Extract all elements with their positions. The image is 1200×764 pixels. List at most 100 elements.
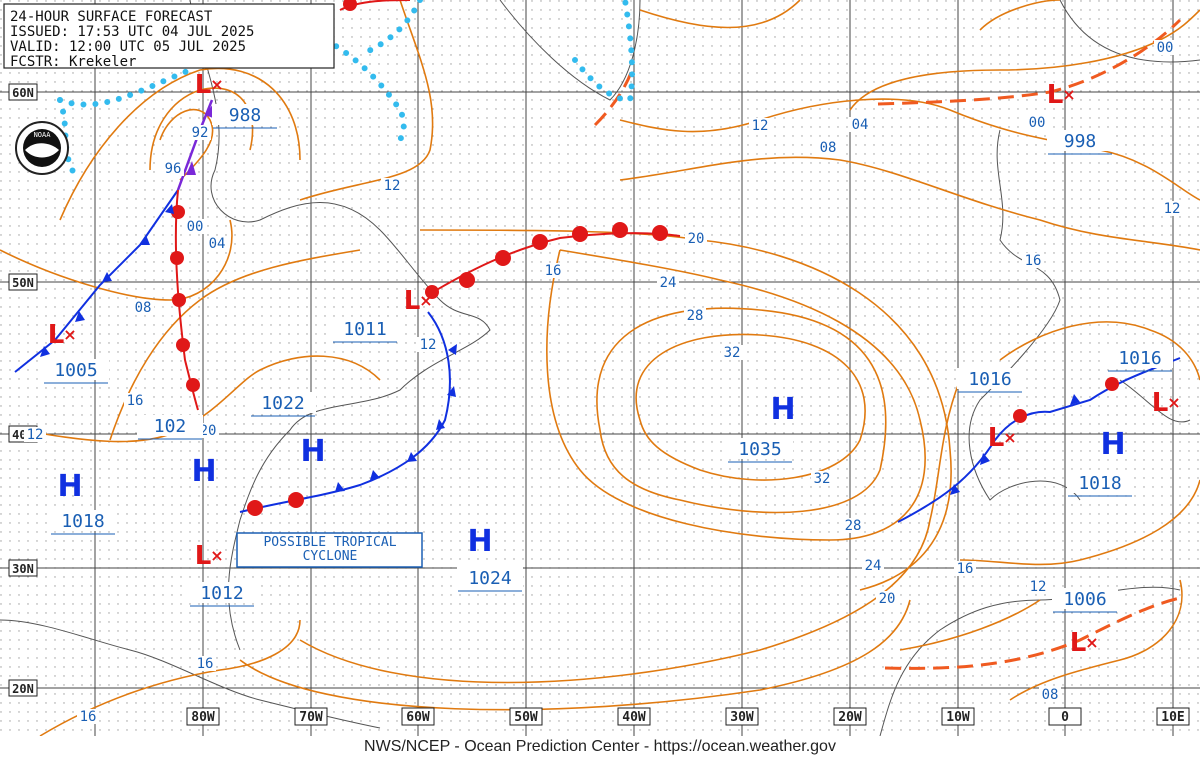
center-symbol: L <box>1047 80 1064 110</box>
pressure-bg <box>43 359 109 380</box>
isobar-label-bg <box>684 308 706 323</box>
center-pressure: 1022 <box>261 393 304 414</box>
pressure-bg <box>1047 130 1113 151</box>
lon-label: 80W <box>191 710 215 725</box>
pressure-bg <box>1067 472 1133 493</box>
lon-label: 20W <box>838 710 862 725</box>
lon-label-box <box>833 707 867 726</box>
isobar-label: 08 <box>820 140 837 156</box>
header-line: VALID: 12:00 UTC 05 JUL 2025 <box>10 39 246 55</box>
isobar-label: 16 <box>127 393 144 409</box>
lon-label-box <box>725 707 759 726</box>
center-mark: × <box>1062 85 1075 104</box>
isobar-label: 28 <box>687 308 704 324</box>
isobar-label: 12 <box>384 178 401 194</box>
center-pressure: 1011 <box>343 319 386 340</box>
isobar-label: 16 <box>545 263 562 279</box>
isobars <box>0 0 1200 737</box>
center-mark: × <box>210 75 223 94</box>
footer: NWS/NCEP - Ocean Prediction Center - htt… <box>364 738 836 755</box>
center-pressure: 1016 <box>968 369 1011 390</box>
isobar-label-bg <box>657 275 679 290</box>
header-line: 24-HOUR SURFACE FORECAST <box>10 9 213 25</box>
pressure-bg <box>727 438 793 459</box>
center-pressure: 102 <box>154 416 187 437</box>
lat-label-box <box>8 559 38 577</box>
center-pressure: 1018 <box>1078 473 1121 494</box>
header-line: ISSUED: 17:53 UTC 04 JUL 2025 <box>10 24 254 40</box>
isobar-label-bg <box>749 118 771 133</box>
isobar-label: 92 <box>192 125 209 141</box>
center-symbol: L <box>48 320 65 350</box>
header-box <box>3 3 335 69</box>
isobar-label: 16 <box>197 656 214 672</box>
center-mark: × <box>1085 633 1098 652</box>
lon-label: 10W <box>946 710 970 725</box>
center-pressure: 1018 <box>61 511 104 532</box>
lat-label: 50N <box>12 276 34 290</box>
center-symbol: H <box>300 434 325 469</box>
annotation-line: POSSIBLE TROPICAL <box>263 535 396 550</box>
isobar-label-bg <box>1161 201 1183 216</box>
isobar-label: 00 <box>187 219 204 235</box>
center-symbol: L <box>195 70 212 100</box>
lon-label-box <box>509 707 543 726</box>
lon-label: 50W <box>514 710 538 725</box>
center-pressure: 1035 <box>738 439 781 460</box>
pressure-bg <box>189 582 255 603</box>
lon-label: 70W <box>299 710 323 725</box>
isobar-label: 12 <box>1030 579 1047 595</box>
isobar-label-bg <box>685 231 707 246</box>
isobar-label: 12 <box>1164 201 1181 217</box>
annotation-box <box>236 532 423 568</box>
isobar-label: 04 <box>209 236 226 252</box>
lat-label: 30N <box>12 562 34 576</box>
svg-text:NOAA: NOAA <box>34 131 52 139</box>
pressure-bg <box>957 368 1023 389</box>
isobar-label-bg <box>77 709 99 724</box>
center-symbol: H <box>191 454 216 489</box>
pressure-bg <box>1107 347 1173 368</box>
isobar-label: 12 <box>27 427 44 443</box>
center-symbol: L <box>1070 628 1087 658</box>
lon-label-box <box>1048 707 1082 726</box>
lat-label-box <box>8 83 38 101</box>
lat-label-box <box>8 679 38 697</box>
pressure-bg <box>457 567 523 588</box>
isobar-label: 00 <box>1029 115 1046 131</box>
isobar-label: 24 <box>660 275 677 291</box>
isobar-label-bg <box>124 393 146 408</box>
lon-label-box <box>941 707 975 726</box>
header-line: FCSTR: Krekeler <box>10 54 136 70</box>
isobar-label-bg <box>184 219 206 234</box>
isobar-label: 96 <box>165 161 182 177</box>
isobar-label: 16 <box>957 561 974 577</box>
lat-label-box <box>8 273 38 291</box>
front-symbols <box>40 0 1119 516</box>
isobar-label: 28 <box>845 518 862 534</box>
center-mark: × <box>419 291 432 310</box>
isobar-label: 20 <box>879 591 896 607</box>
center-mark: × <box>1003 428 1016 447</box>
isobar-label-bg <box>811 471 833 486</box>
center-pressure: 988 <box>229 105 262 126</box>
lon-label-box <box>617 707 651 726</box>
isobar-label-bg <box>381 178 403 193</box>
isobar-label-bg <box>417 337 439 352</box>
isobar-label: 16 <box>80 709 97 725</box>
lon-label: 30W <box>730 710 754 725</box>
pressure-bg <box>50 510 116 531</box>
center-pressure: 1012 <box>200 583 243 604</box>
isobar-label-bg <box>1039 687 1061 702</box>
center-mark: × <box>1167 393 1180 412</box>
pressure-bg <box>332 318 398 339</box>
isobar-label-bg <box>1026 115 1048 130</box>
isobar-label: 08 <box>1042 687 1059 703</box>
noaa-logo: NOAA <box>15 121 69 175</box>
center-pressure: 1005 <box>54 360 97 381</box>
center-pressure: 998 <box>1064 131 1097 152</box>
isobar-label-bg <box>876 591 898 606</box>
isobar-label-bg <box>542 263 564 278</box>
isobar-label-bg <box>842 518 864 533</box>
